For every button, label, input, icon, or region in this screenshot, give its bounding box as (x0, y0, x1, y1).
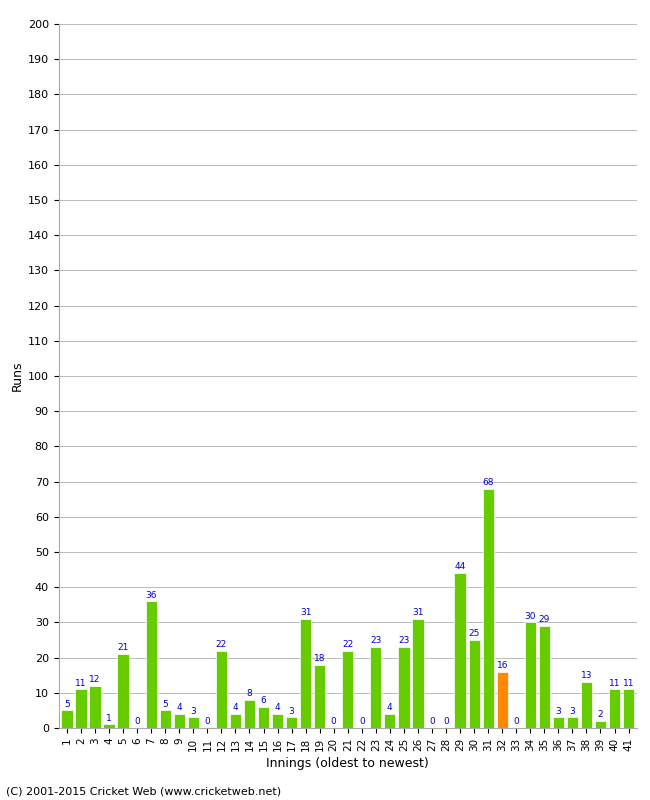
Text: 0: 0 (443, 718, 449, 726)
Bar (398, 647, 410, 728)
Bar (230, 714, 241, 728)
Text: 3: 3 (289, 706, 294, 716)
Bar (581, 682, 592, 728)
Text: 13: 13 (580, 671, 592, 681)
Text: 21: 21 (118, 643, 129, 652)
Text: 0: 0 (514, 718, 519, 726)
Bar (174, 714, 185, 728)
Bar (412, 619, 424, 728)
Text: 0: 0 (205, 718, 210, 726)
Text: 36: 36 (146, 590, 157, 599)
Bar (90, 686, 101, 728)
Bar (188, 718, 199, 728)
Bar (539, 626, 550, 728)
Bar (61, 710, 73, 728)
Bar (75, 690, 86, 728)
Bar (525, 622, 536, 728)
Bar (103, 725, 114, 728)
Bar (258, 707, 269, 728)
Text: 29: 29 (539, 615, 550, 624)
Bar (482, 489, 494, 728)
Bar (623, 690, 634, 728)
Text: 4: 4 (233, 703, 239, 712)
Text: 22: 22 (342, 640, 354, 649)
Bar (216, 650, 227, 728)
Bar (384, 714, 395, 728)
Text: 8: 8 (246, 689, 252, 698)
Text: 0: 0 (359, 718, 365, 726)
Bar (118, 654, 129, 728)
Y-axis label: Runs: Runs (10, 361, 23, 391)
Text: 25: 25 (469, 630, 480, 638)
Bar (370, 647, 382, 728)
Bar (300, 619, 311, 728)
X-axis label: Innings (oldest to newest): Innings (oldest to newest) (266, 757, 429, 770)
Text: 3: 3 (569, 706, 575, 716)
Text: 0: 0 (331, 718, 337, 726)
Bar (609, 690, 620, 728)
Text: 4: 4 (387, 703, 393, 712)
Bar (454, 573, 465, 728)
Text: 3: 3 (190, 706, 196, 716)
Text: (C) 2001-2015 Cricket Web (www.cricketweb.net): (C) 2001-2015 Cricket Web (www.cricketwe… (6, 786, 281, 796)
Text: 11: 11 (75, 678, 86, 687)
Text: 0: 0 (135, 718, 140, 726)
Bar (146, 602, 157, 728)
Text: 31: 31 (300, 608, 311, 617)
Bar (497, 672, 508, 728)
Bar (595, 721, 606, 728)
Text: 31: 31 (412, 608, 424, 617)
Bar (469, 640, 480, 728)
Bar (552, 718, 564, 728)
Text: 23: 23 (370, 636, 382, 646)
Text: 22: 22 (216, 640, 227, 649)
Bar (342, 650, 354, 728)
Text: 16: 16 (497, 661, 508, 670)
Bar (160, 710, 171, 728)
Text: 6: 6 (261, 696, 266, 705)
Text: 3: 3 (556, 706, 561, 716)
Text: 23: 23 (398, 636, 410, 646)
Bar (567, 718, 578, 728)
Bar (244, 700, 255, 728)
Text: 4: 4 (275, 703, 280, 712)
Text: 4: 4 (176, 703, 182, 712)
Text: 0: 0 (429, 718, 435, 726)
Text: 5: 5 (64, 700, 70, 709)
Text: 2: 2 (598, 710, 603, 719)
Text: 11: 11 (609, 678, 620, 687)
Text: 44: 44 (454, 562, 465, 571)
Text: 30: 30 (525, 612, 536, 621)
Text: 12: 12 (89, 675, 101, 684)
Text: 68: 68 (482, 478, 494, 487)
Text: 1: 1 (106, 714, 112, 722)
Text: 11: 11 (623, 678, 634, 687)
Text: 5: 5 (162, 700, 168, 709)
Text: 18: 18 (314, 654, 326, 663)
Bar (272, 714, 283, 728)
Bar (286, 718, 297, 728)
Bar (314, 665, 325, 728)
